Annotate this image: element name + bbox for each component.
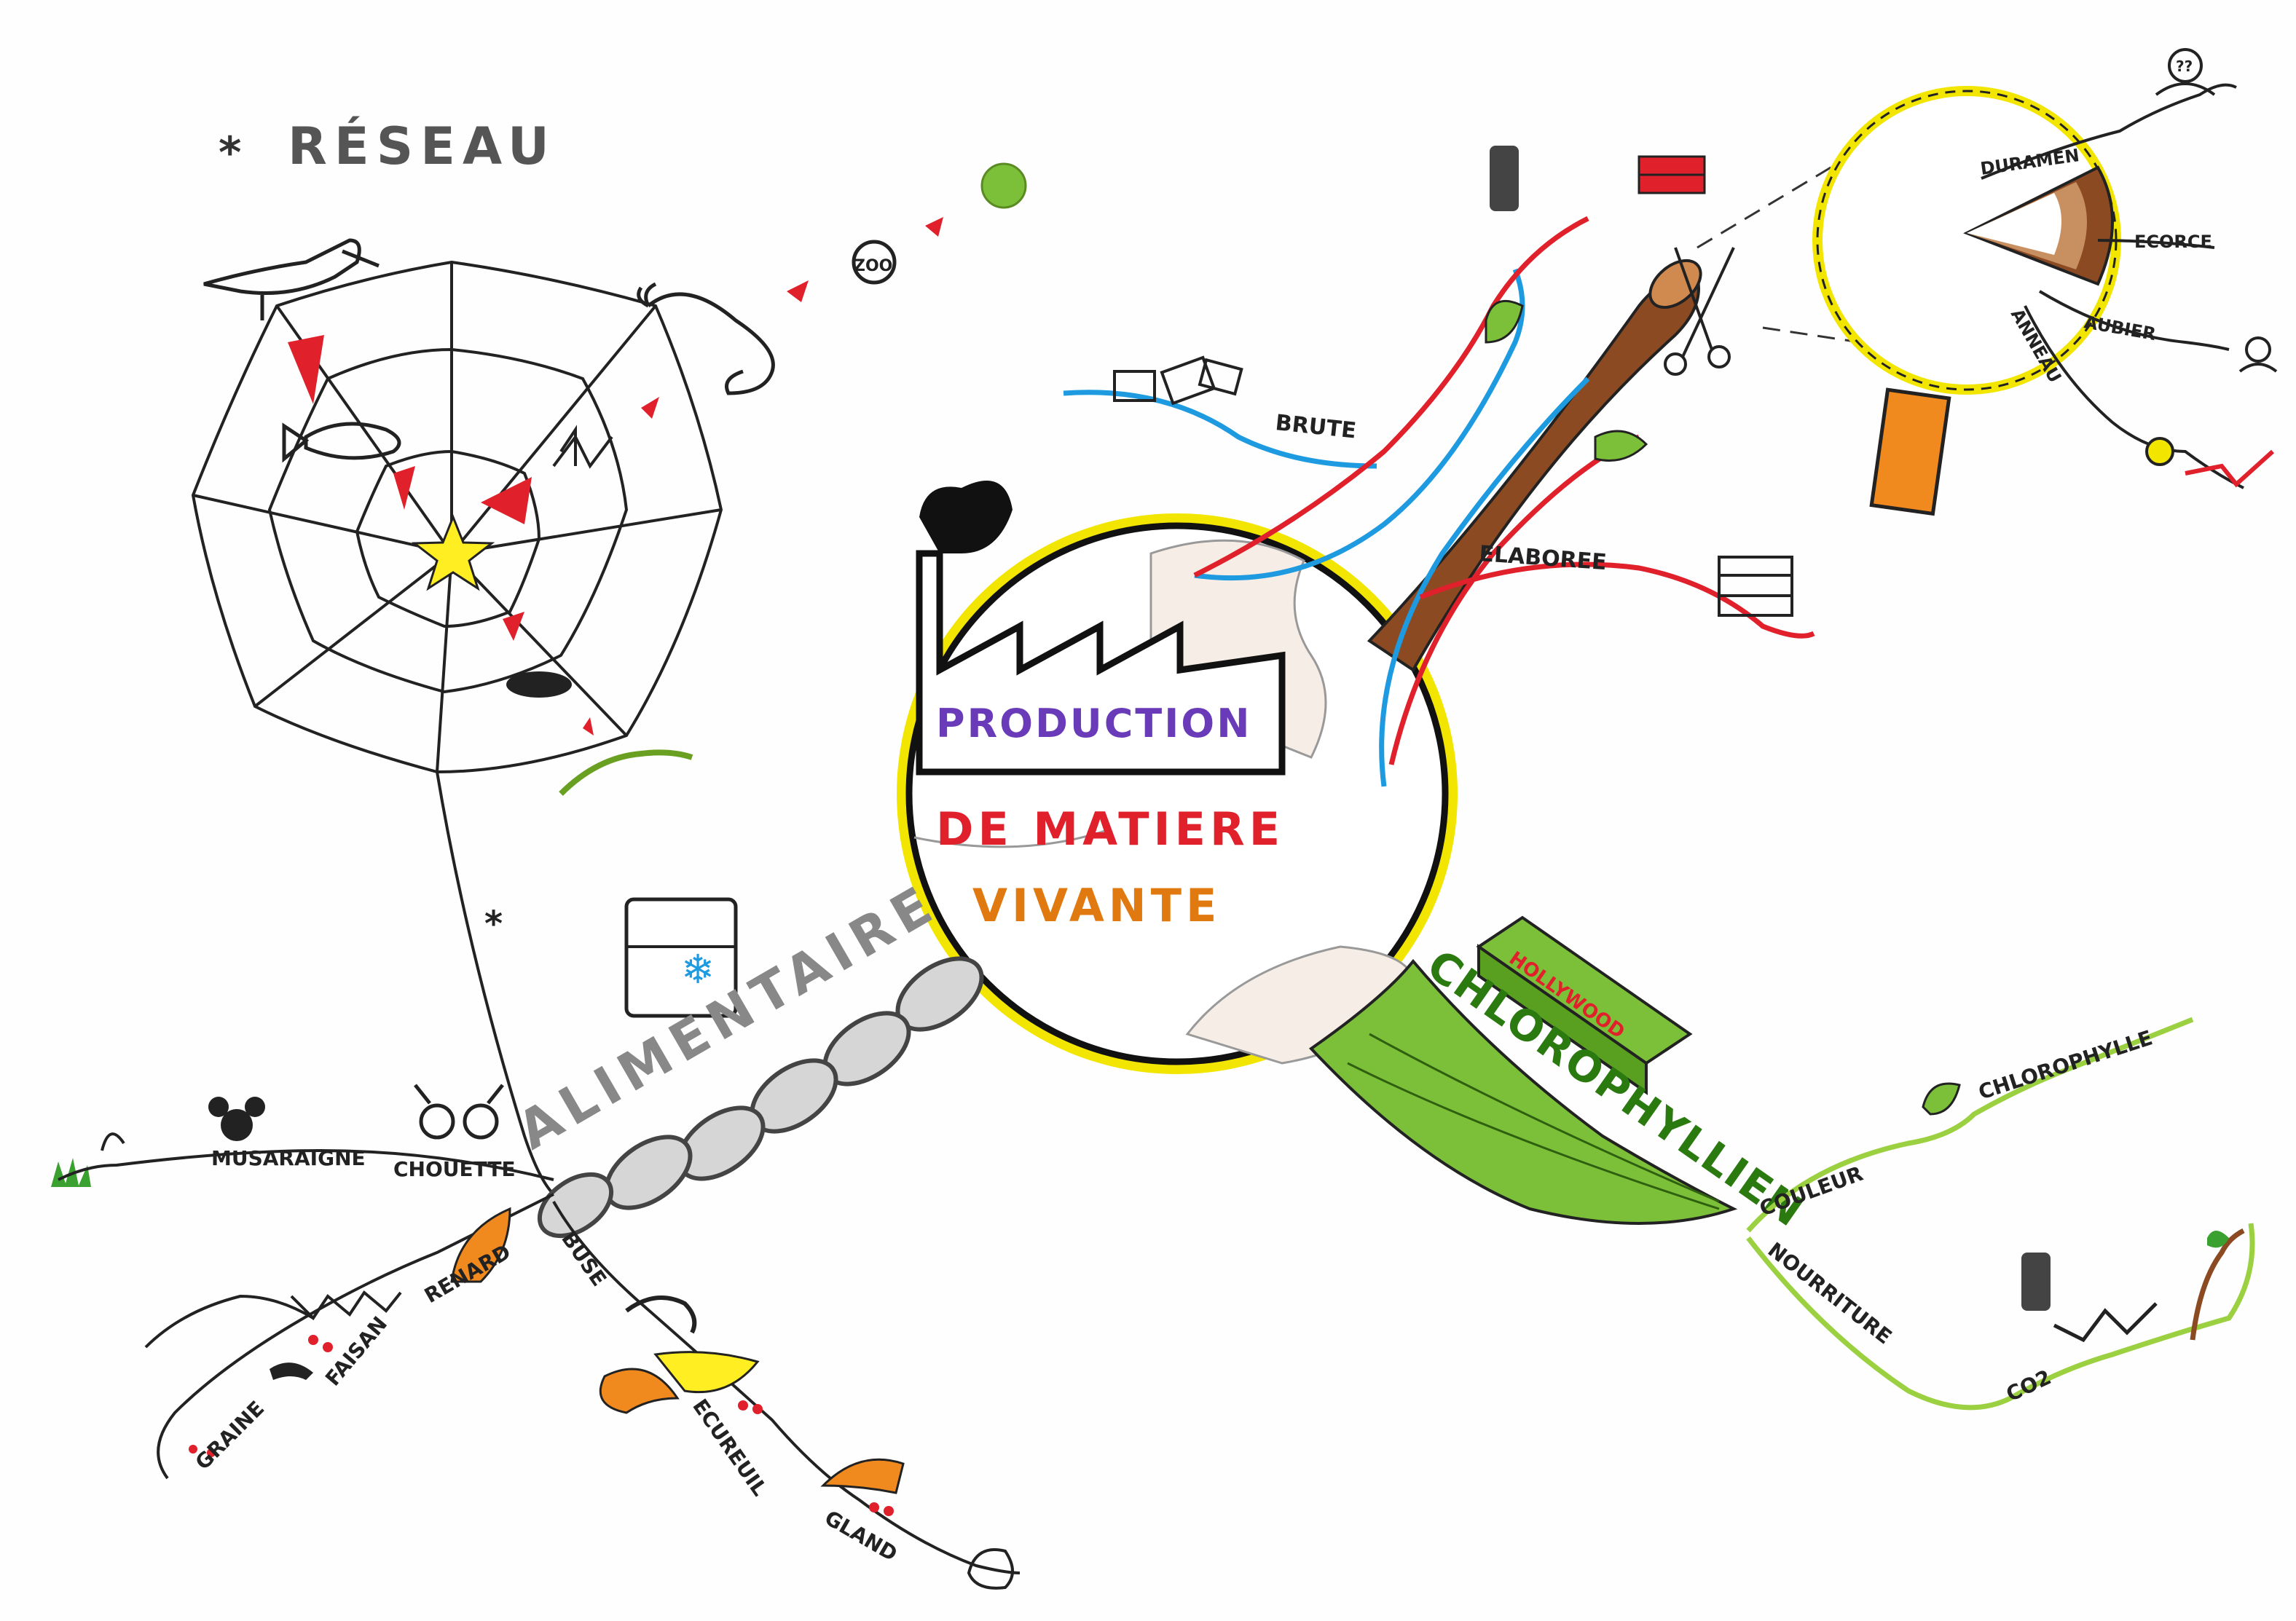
nourriture-branch	[1746, 1223, 2255, 1411]
snail-icon	[101, 1132, 125, 1151]
couleur-branch	[1746, 1017, 2194, 1233]
pheasant-jaw-icon	[290, 1290, 402, 1321]
alimentaire-branch: ❄ ALIMENTAIRE	[51, 872, 1021, 1590]
buzzard-icon	[625, 1295, 697, 1334]
sprout-icon	[2190, 1228, 2245, 1341]
factory-icon	[916, 481, 1286, 776]
trend-up-arrow	[2185, 449, 2275, 488]
hedgehog-icon	[506, 671, 572, 698]
sap-elaboree-label: ELABOREE	[1478, 541, 1607, 575]
trunk-section	[1648, 259, 1702, 309]
squirrel-icon	[599, 1368, 680, 1414]
blue-sap-lines	[1063, 268, 1590, 787]
bird-icon	[203, 238, 380, 320]
magnifier-guide-top	[1697, 159, 1844, 249]
wood-aubier-label: AUBIER	[2083, 312, 2158, 344]
wood-section: ?? DURAMEN ECORCE AUBIER ANNEAU	[1812, 48, 2278, 516]
fish-icon	[282, 422, 401, 463]
fox-icon	[450, 1207, 511, 1283]
blood-drops	[189, 1335, 894, 1516]
fridge-icon: ❄	[624, 897, 738, 1018]
smoke-icon	[919, 481, 1013, 553]
chain-item-chouette: CHOUETTE	[393, 1157, 516, 1181]
chloro-chlorophylle-label: CHLOROPHYLLE	[1975, 1025, 2155, 1104]
root-icon-2	[2021, 1253, 2051, 1311]
spider-web	[191, 260, 723, 1196]
central-node: PRODUCTION DE MATIERE VIVANTE	[897, 481, 1458, 1074]
wood-ecorce-label: ECORCE	[2134, 232, 2212, 252]
center-title-line1: PRODUCTION	[936, 701, 1251, 746]
bricks-icon	[1638, 155, 1706, 194]
trunk	[1367, 274, 1700, 672]
chain-item-musaraigne: MUSARAIGNE	[211, 1146, 366, 1170]
chloro-nourriture-label: NOURRITURE	[1764, 1238, 1897, 1349]
food-chain-lines	[58, 1148, 1021, 1574]
spider-star-icon	[411, 513, 495, 591]
chain-item-faisan: FAISAN	[321, 1312, 392, 1391]
mouse-icon	[208, 1097, 265, 1141]
magnifier-handle	[1869, 387, 1951, 516]
factory-building	[916, 550, 1286, 776]
snowflake-icon: ❄	[681, 946, 715, 993]
chlorophyllien-branch: HOLLYWOOD CHLOROPHYLLIEN COULEUR CHLOROP…	[1308, 915, 2255, 1411]
chain-links	[537, 956, 984, 1239]
magnifier-age-label: ??	[2176, 58, 2193, 75]
leaf-icon-2	[1594, 430, 1648, 462]
scissors-icon	[1664, 247, 1735, 376]
reseau-asterisk: *	[219, 127, 241, 178]
chain-item-buse: BUSE	[557, 1227, 611, 1290]
shrimp-icon	[637, 282, 775, 395]
chloro-co2-label: CO2	[2002, 1365, 2055, 1406]
person-icon	[2155, 48, 2216, 96]
caterpillar-icon	[559, 749, 693, 796]
bricks-outline-icon	[1718, 556, 1793, 617]
center-title-line2: DE MATIERE	[936, 802, 1284, 856]
grass-icon	[51, 1158, 91, 1187]
acorn-icon	[967, 1548, 1014, 1590]
gum-pack-icon: HOLLYWOOD	[1476, 915, 1693, 1095]
plankton-label: ZOO	[854, 257, 892, 275]
rocks-icon	[1113, 355, 1243, 406]
crow-icon	[270, 1362, 313, 1380]
owl-icon	[414, 1084, 504, 1140]
anemone-icon	[552, 425, 613, 469]
root-icon	[1490, 146, 1519, 211]
reseau-label: RÉSEAU	[288, 117, 557, 176]
leaf-icon	[1485, 299, 1524, 344]
sap-brute-label: BRUTE	[1274, 410, 1357, 443]
ring-icon	[2145, 437, 2174, 466]
chain-item-graine: GRAINE	[191, 1396, 270, 1475]
chloro-leaf-shape	[1308, 958, 1738, 1225]
web-red-arrows	[288, 217, 943, 735]
center-title-line3: VIVANTE	[972, 879, 1221, 932]
couleur-leaf	[1922, 1082, 1961, 1116]
acorn-jaw-icon	[820, 1458, 905, 1494]
person-icon-2	[2238, 336, 2278, 373]
sap-branch: BRUTE ELABOREE	[1063, 146, 1909, 787]
algae-circle-icon	[980, 162, 1027, 209]
beak-icon	[653, 1351, 760, 1394]
web-asterisk: *	[484, 904, 503, 944]
red-sap-lines	[1193, 216, 1815, 765]
plankton-icon: ZOO	[852, 240, 897, 285]
reseau-branch: * RÉSEAU	[191, 117, 1027, 1196]
zigzag-icon	[2053, 1302, 2158, 1343]
coastline	[913, 829, 1108, 848]
sprout-leaf	[2207, 1231, 2229, 1248]
